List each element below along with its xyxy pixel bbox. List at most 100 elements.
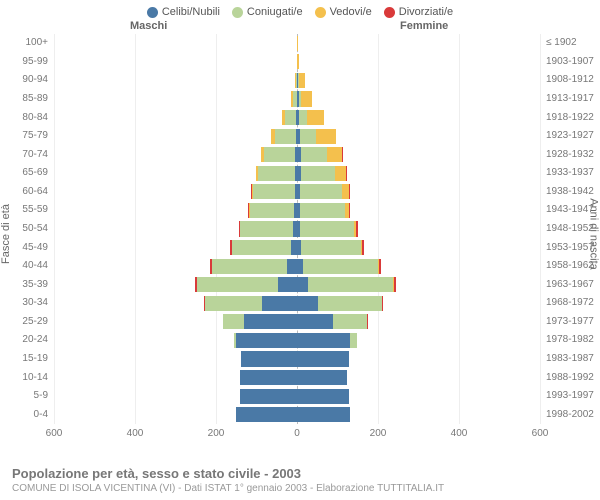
bar-seg-s (240, 389, 297, 404)
bar-seg-c (299, 110, 306, 125)
bar-seg-c (301, 240, 361, 255)
bar-seg-c (318, 296, 382, 311)
age-label: 25-29 (22, 317, 48, 327)
bar-row (54, 110, 540, 125)
age-label: 100+ (25, 38, 48, 48)
legend-item: Divorziati/e (384, 6, 453, 18)
birth-label: 1998-2002 (546, 410, 594, 420)
age-label: 80-84 (22, 113, 48, 123)
chart-footer: Popolazione per età, sesso e stato civil… (12, 466, 588, 494)
bar-row (54, 296, 540, 311)
bar-seg-d (382, 296, 383, 311)
y-axis-age: 100+95-9990-9485-8980-8475-7970-7465-696… (0, 34, 54, 424)
birth-label: 1973-1977 (546, 317, 594, 327)
bar-seg-w (335, 166, 346, 181)
female-bar (297, 389, 540, 404)
age-label: 5-9 (34, 391, 48, 401)
bar-seg-s (287, 259, 297, 274)
male-bar (54, 296, 297, 311)
female-bar (297, 333, 540, 348)
bar-seg-w (342, 184, 349, 199)
birth-label: 1983-1987 (546, 354, 594, 364)
bar-seg-s (240, 370, 297, 385)
bar-seg-w (297, 36, 298, 51)
x-tick: 600 (46, 428, 63, 439)
bar-row (54, 240, 540, 255)
bar-row (54, 147, 540, 162)
male-bar (54, 166, 297, 181)
birth-label: 1993-1997 (546, 391, 594, 401)
female-bar (297, 36, 540, 51)
bar-seg-c (303, 259, 378, 274)
bar-seg-s (236, 333, 297, 348)
chart-title: Popolazione per età, sesso e stato civil… (12, 466, 588, 481)
bar-seg-c (212, 259, 287, 274)
male-bar (54, 147, 297, 162)
age-label: 75-79 (22, 131, 48, 141)
female-bar (297, 370, 540, 385)
male-bar (54, 314, 297, 329)
legend-swatch (147, 7, 158, 18)
gridline (540, 34, 541, 424)
age-label: 0-4 (34, 410, 48, 420)
bar-seg-c (253, 184, 295, 199)
bar-row (54, 91, 540, 106)
male-bar (54, 389, 297, 404)
x-tick: 400 (127, 428, 144, 439)
female-bar (297, 91, 540, 106)
female-bar (297, 407, 540, 422)
bar-seg-c (275, 129, 296, 144)
bar-seg-c (264, 147, 295, 162)
male-bar (54, 221, 297, 236)
bar-seg-s (278, 277, 297, 292)
male-bar (54, 240, 297, 255)
bar-seg-w (316, 129, 335, 144)
birth-label: 1943-1947 (546, 205, 594, 215)
age-label: 45-49 (22, 243, 48, 253)
age-label: 35-39 (22, 280, 48, 290)
x-tick: 600 (532, 428, 549, 439)
male-bar (54, 407, 297, 422)
bar-seg-c (301, 166, 335, 181)
legend: Celibi/NubiliConiugati/eVedovi/eDivorzia… (0, 0, 600, 20)
age-label: 30-34 (22, 298, 48, 308)
bar-seg-c (300, 129, 316, 144)
x-tick: 400 (451, 428, 468, 439)
x-tick: 0 (294, 428, 300, 439)
female-bar (297, 240, 540, 255)
birth-label: ≤ 1902 (546, 38, 577, 48)
male-bar (54, 333, 297, 348)
age-label: 20-24 (22, 335, 48, 345)
bar-seg-c (223, 314, 244, 329)
bar-seg-s (236, 407, 297, 422)
female-bar (297, 166, 540, 181)
bar-seg-d (394, 277, 396, 292)
bar-row (54, 389, 540, 404)
age-label: 90-94 (22, 75, 48, 85)
legend-label: Vedovi/e (330, 6, 372, 18)
birth-label: 1958-1962 (546, 261, 594, 271)
bar-seg-s (297, 277, 308, 292)
legend-swatch (384, 7, 395, 18)
female-bar (297, 277, 540, 292)
bar-seg-c (300, 221, 354, 236)
birth-label: 1903-1907 (546, 57, 594, 67)
male-bar (54, 184, 297, 199)
female-bar (297, 203, 540, 218)
age-label: 10-14 (22, 373, 48, 383)
birth-label: 1923-1927 (546, 131, 594, 141)
female-bar (297, 184, 540, 199)
female-bar (297, 296, 540, 311)
plot-area (54, 34, 540, 424)
bar-seg-s (297, 333, 350, 348)
y-axis-birth: ≤ 19021903-19071908-19121913-19171918-19… (540, 34, 600, 424)
bar-seg-w (297, 54, 299, 69)
bar-row (54, 259, 540, 274)
legend-label: Divorziati/e (399, 6, 453, 18)
bar-row (54, 203, 540, 218)
birth-label: 1913-1917 (546, 94, 594, 104)
bar-seg-s (241, 351, 297, 366)
bar-row (54, 54, 540, 69)
age-label: 85-89 (22, 94, 48, 104)
bar-row (54, 184, 540, 199)
